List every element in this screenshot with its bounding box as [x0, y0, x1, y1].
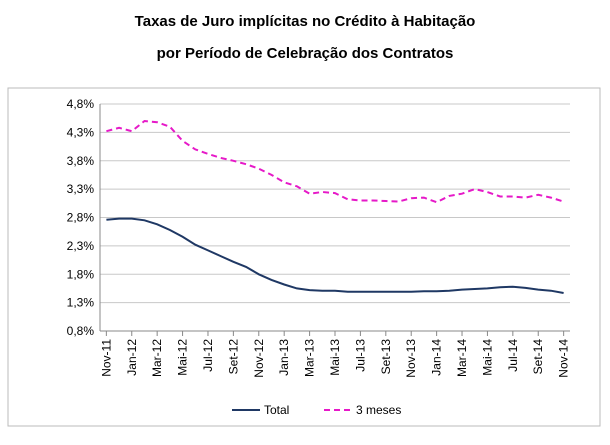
x-tick-label: Mar-14 [455, 339, 469, 377]
y-tick-label: 1,3% [67, 296, 95, 310]
x-tick-label: Nov-13 [404, 339, 418, 378]
line-series [106, 119, 564, 204]
y-tick-label: 1,8% [67, 267, 95, 281]
legend-label: Total [264, 403, 289, 417]
x-tick-label: Jan-12 [125, 339, 139, 376]
x-tick-label: Nov-14 [557, 339, 571, 378]
y-tick-label: 2,8% [67, 211, 95, 225]
chart-border [7, 87, 601, 427]
legend-label: 3 meses [356, 403, 401, 417]
x-tick-label: Mai-12 [176, 339, 190, 376]
x-tick-label: Mar-13 [303, 339, 317, 377]
line-series [106, 217, 564, 294]
y-tick-label: 3,3% [67, 182, 95, 196]
y-tick-label: 2,3% [67, 239, 95, 253]
x-tick-label: Jul-13 [353, 339, 367, 372]
chart-subtitle: por Período de Celebração dos Contratos [157, 45, 454, 62]
x-tick-label: Nov-12 [252, 339, 266, 378]
x-tick-label: Mai-14 [480, 339, 494, 376]
y-tick-label: 4,8% [67, 97, 95, 111]
y-tick-label: 0,8% [67, 324, 95, 338]
y-tick-label: 4,3% [67, 125, 95, 139]
x-tick-label: Jul-14 [506, 339, 520, 372]
x-tick-label: Mar-12 [150, 339, 164, 377]
x-tick-label: Set-14 [531, 339, 545, 375]
x-tick-label: Nov-11 [99, 339, 113, 377]
chart-title: Taxas de Juro implícitas no Crédito à Ha… [135, 13, 476, 30]
x-tick-label: Jul-12 [201, 339, 215, 372]
x-tick-label: Mai-13 [328, 339, 342, 376]
x-tick-label: Jan-14 [430, 339, 444, 376]
x-tick-label: Set-13 [379, 339, 393, 375]
x-tick-label: Jan-13 [277, 339, 291, 376]
x-tick-label: Set-12 [226, 339, 240, 375]
y-tick-label: 3,8% [67, 154, 95, 168]
